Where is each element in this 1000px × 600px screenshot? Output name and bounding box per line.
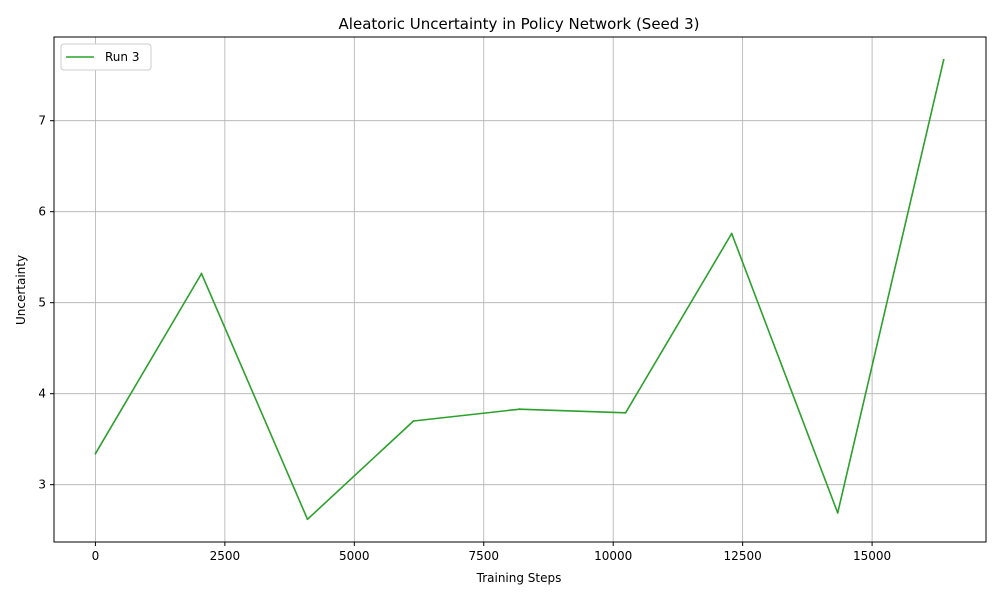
- data-point: [518, 408, 521, 411]
- legend-label-run-3: Run 3: [105, 50, 139, 64]
- data-point: [836, 511, 839, 514]
- x-tick-label: 5000: [339, 549, 370, 563]
- x-tick-label: 12500: [724, 549, 762, 563]
- data-point: [730, 232, 733, 235]
- data-point: [94, 452, 97, 455]
- data-point: [306, 518, 309, 521]
- x-axis-ticks: 0 2500 5000 7500 10000 12500 15000: [92, 542, 891, 563]
- x-axis-label: Training Steps: [476, 571, 562, 585]
- legend-box: [60, 43, 152, 71]
- y-tick-label: 6: [38, 205, 46, 219]
- plot-area-frame: [53, 36, 987, 543]
- x-tick-label: 0: [92, 549, 100, 563]
- x-tick-label: 2500: [210, 549, 241, 563]
- x-tick-label: 7500: [468, 549, 499, 563]
- y-tick-label: 7: [38, 114, 46, 128]
- x-tick-label: 15000: [853, 549, 891, 563]
- legend: Run 3: [60, 43, 152, 71]
- data-point: [942, 58, 945, 61]
- y-tick-label: 3: [38, 478, 46, 492]
- data-point: [412, 420, 415, 422]
- grid-lines: [54, 37, 986, 542]
- data-point: [624, 411, 627, 414]
- y-tick-label: 4: [38, 387, 46, 401]
- y-axis-ticks: 3 4 5 6 7: [38, 114, 54, 492]
- chart-title: Aleatoric Uncertainty in Policy Network …: [339, 15, 700, 33]
- series-layer: [94, 58, 945, 521]
- y-tick-label: 5: [38, 296, 46, 310]
- data-point: [200, 272, 203, 275]
- y-axis-label: Uncertainty: [14, 255, 28, 325]
- x-tick-label: 10000: [594, 549, 632, 563]
